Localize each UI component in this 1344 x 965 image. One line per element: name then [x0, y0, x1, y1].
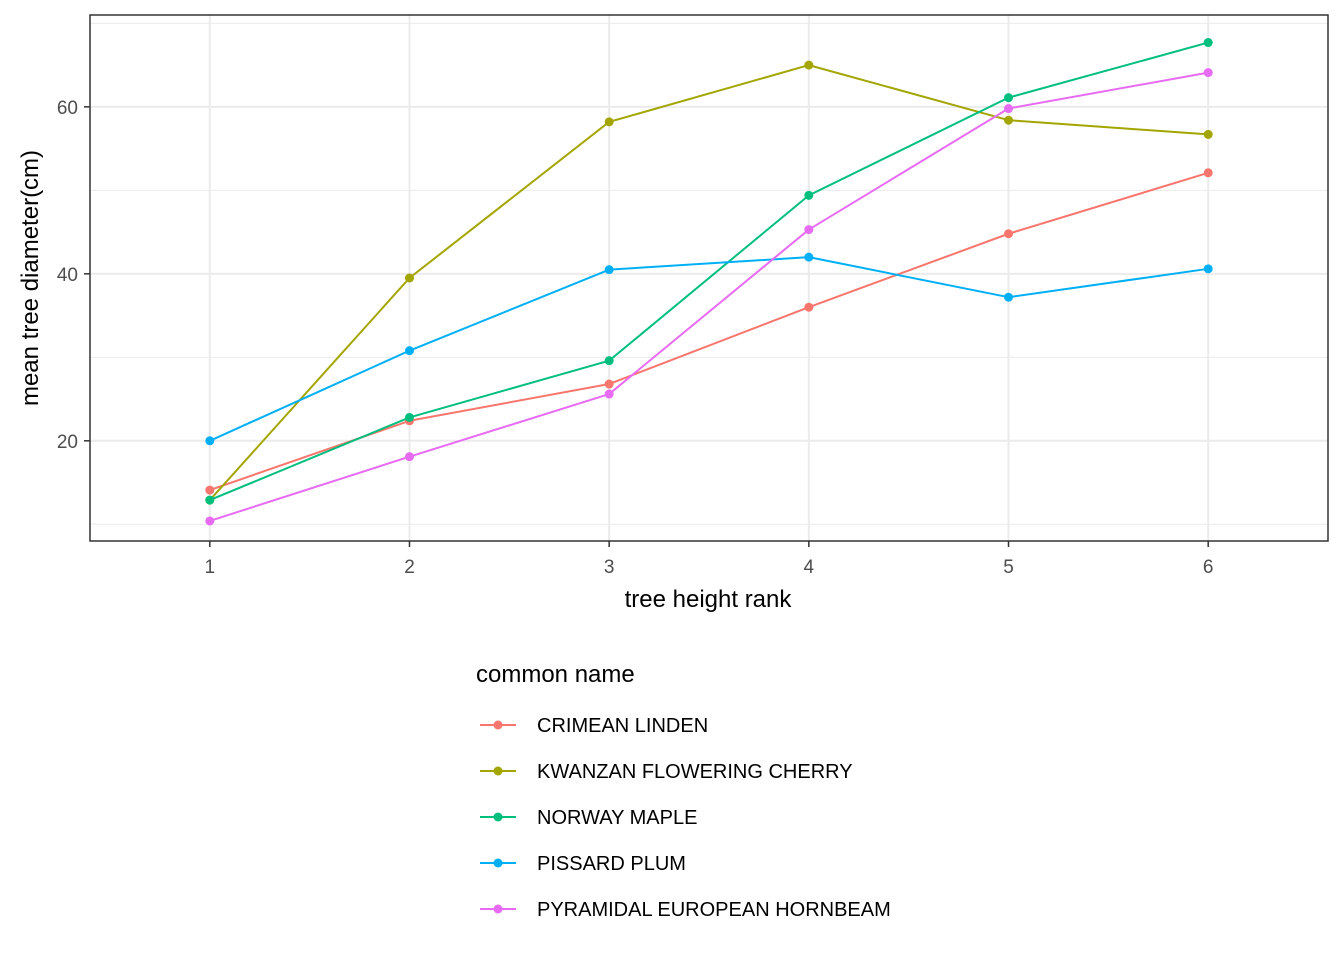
x-tick-label: 4 — [804, 557, 815, 578]
plot-border — [89, 14, 1329, 542]
legend-items: CRIMEAN LINDEN KWANZAN FLOWERING CHERRY NO… — [480, 715, 891, 921]
x-tick-label: 1 — [205, 557, 216, 578]
series-line — [209, 171, 1209, 492]
plot-panel-border — [89, 14, 1329, 542]
legend-key-point — [493, 812, 503, 822]
data-point — [604, 389, 614, 399]
series-layer — [205, 38, 1213, 526]
data-point — [205, 495, 215, 505]
data-point — [404, 273, 414, 283]
legend-label: NORWAY MAPLE — [537, 807, 697, 829]
data-point — [1203, 168, 1213, 178]
legend-item: PYRAMIDAL EUROPEAN HORNBEAM — [480, 899, 891, 921]
legend-label: CRIMEAN LINDEN — [537, 715, 708, 737]
data-point — [604, 356, 614, 366]
major-gridlines — [90, 15, 1328, 541]
y-tick-label: 40 — [57, 265, 78, 286]
data-point — [205, 516, 215, 526]
data-point — [205, 485, 215, 495]
legend-key-point — [493, 904, 503, 914]
data-point — [804, 225, 814, 235]
x-tick-label: 6 — [1203, 557, 1214, 578]
legend-item: NORWAY MAPLE — [480, 807, 697, 829]
data-point — [404, 412, 414, 422]
legend-item: KWANZAN FLOWERING CHERRY — [480, 761, 853, 783]
data-point — [1004, 104, 1014, 114]
y-axis-title: mean tree diameter(cm) — [17, 150, 44, 406]
series-norway-maple — [205, 38, 1213, 505]
series-pissard-plum — [205, 252, 1213, 446]
legend-key-point — [493, 858, 503, 868]
legend-key-point — [493, 720, 503, 730]
data-point — [1203, 38, 1213, 48]
legend-item: CRIMEAN LINDEN — [480, 715, 708, 737]
data-point — [804, 252, 814, 262]
legend-label: PISSARD PLUM — [537, 853, 686, 875]
series-line — [209, 71, 1209, 522]
data-point — [1004, 229, 1014, 239]
data-point — [604, 265, 614, 275]
legend: common name CRIMEAN LINDEN KWANZAN FLOWER… — [476, 661, 891, 921]
series-line — [209, 256, 1209, 442]
data-point — [404, 346, 414, 356]
series-pyramidal-european-hornbeam — [205, 68, 1213, 526]
data-point — [404, 452, 414, 462]
series-line — [209, 41, 1209, 502]
data-point — [1004, 292, 1014, 302]
data-point — [1004, 93, 1014, 103]
data-point — [1004, 115, 1014, 125]
y-tick-label: 20 — [57, 432, 78, 453]
data-point — [604, 117, 614, 127]
legend-item: PISSARD PLUM — [480, 853, 686, 875]
data-point — [804, 60, 814, 70]
data-point — [205, 436, 215, 446]
legend-key-point — [493, 766, 503, 776]
legend-title: common name — [476, 661, 635, 688]
data-point — [1203, 68, 1213, 78]
x-tick-label: 2 — [404, 557, 415, 578]
minor-gridlines — [90, 22, 1328, 525]
series-line — [209, 64, 1209, 501]
data-point — [804, 190, 814, 200]
data-point — [1203, 129, 1213, 139]
y-axis: 20 40 60 — [57, 98, 90, 453]
data-point — [604, 379, 614, 389]
x-axis-title: tree height rank — [625, 586, 793, 613]
x-axis: 1 2 3 4 5 6 — [205, 541, 1214, 578]
legend-label: PYRAMIDAL EUROPEAN HORNBEAM — [537, 899, 891, 921]
y-tick-label: 60 — [57, 98, 78, 119]
data-point — [1203, 264, 1213, 274]
legend-label: KWANZAN FLOWERING CHERRY — [537, 761, 853, 783]
x-tick-label: 5 — [1003, 557, 1014, 578]
data-point — [804, 302, 814, 312]
x-tick-label: 3 — [604, 557, 615, 578]
